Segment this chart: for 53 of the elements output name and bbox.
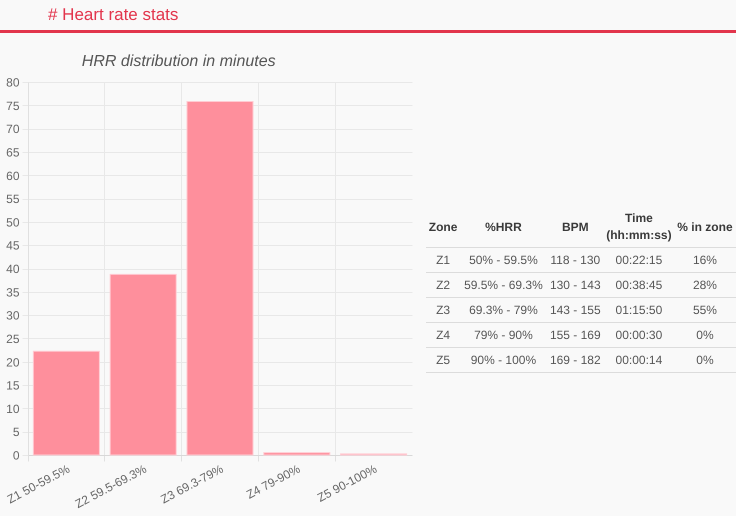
text: 143 - 155 xyxy=(546,298,604,322)
y-tick-label: 60 xyxy=(6,168,20,183)
y-tick-label: 40 xyxy=(6,262,20,276)
text: 00:00:14 xyxy=(604,348,674,372)
y-tick-label: 15 xyxy=(6,378,20,393)
y-tick-label: 10 xyxy=(6,402,20,416)
y-tick-label: 80 xyxy=(6,76,20,90)
text: 90% - 100% xyxy=(460,348,547,372)
text: % in zone xyxy=(674,207,736,248)
text: Time (hh:mm:ss) xyxy=(604,207,674,248)
chart-title: # Heart rate stats xyxy=(48,5,178,25)
text: Z1 xyxy=(426,248,460,272)
bar xyxy=(186,100,254,456)
y-tick-label: 20 xyxy=(6,355,20,370)
y-tick-label: 50 xyxy=(6,215,20,230)
text: 55% xyxy=(674,298,736,322)
text: Z5 xyxy=(426,348,460,372)
bar xyxy=(263,452,330,456)
text: 118 - 130 xyxy=(546,248,604,272)
text: %HRR xyxy=(460,207,547,248)
text: 130 - 143 xyxy=(546,272,604,298)
text: Zone xyxy=(426,207,460,248)
y-tick-label: 30 xyxy=(6,308,20,323)
text: 59.5% - 69.3% xyxy=(460,272,547,298)
y-tick-label: 25 xyxy=(6,332,20,346)
text: 00:00:30 xyxy=(604,322,674,348)
text: 69.3% - 79% xyxy=(460,298,547,322)
y-tick-label: 45 xyxy=(6,238,20,253)
text: 00:38:45 xyxy=(604,272,674,298)
text: BPM xyxy=(546,207,604,248)
y-tick-label: 0 xyxy=(12,448,20,462)
y-tick-label: 65 xyxy=(6,145,20,160)
y-tick-label: 70 xyxy=(6,122,20,136)
text: Z3 xyxy=(426,298,460,322)
chart-subtitle: HRR distribution in minutes xyxy=(82,53,276,70)
bar xyxy=(32,350,100,456)
text: 0% xyxy=(674,348,736,372)
text: 50% - 59.5% xyxy=(460,248,547,272)
y-tick-label: 35 xyxy=(6,285,20,300)
text: 79% - 90% xyxy=(460,322,547,348)
text: 0% xyxy=(674,322,736,348)
text: 169 - 182 xyxy=(546,348,604,372)
text: 155 - 169 xyxy=(546,322,604,348)
y-tick-label: 75 xyxy=(6,98,20,113)
text: 16% xyxy=(674,248,736,272)
bar xyxy=(110,274,177,456)
text: 28% xyxy=(674,272,736,298)
text: Z4 xyxy=(426,322,460,348)
text: 00:22:15 xyxy=(604,248,674,272)
y-tick-label: 55 xyxy=(6,192,20,206)
y-tick-label: 5 xyxy=(12,425,20,440)
text: Z2 xyxy=(426,272,460,298)
text: 01:15:50 xyxy=(604,298,674,322)
